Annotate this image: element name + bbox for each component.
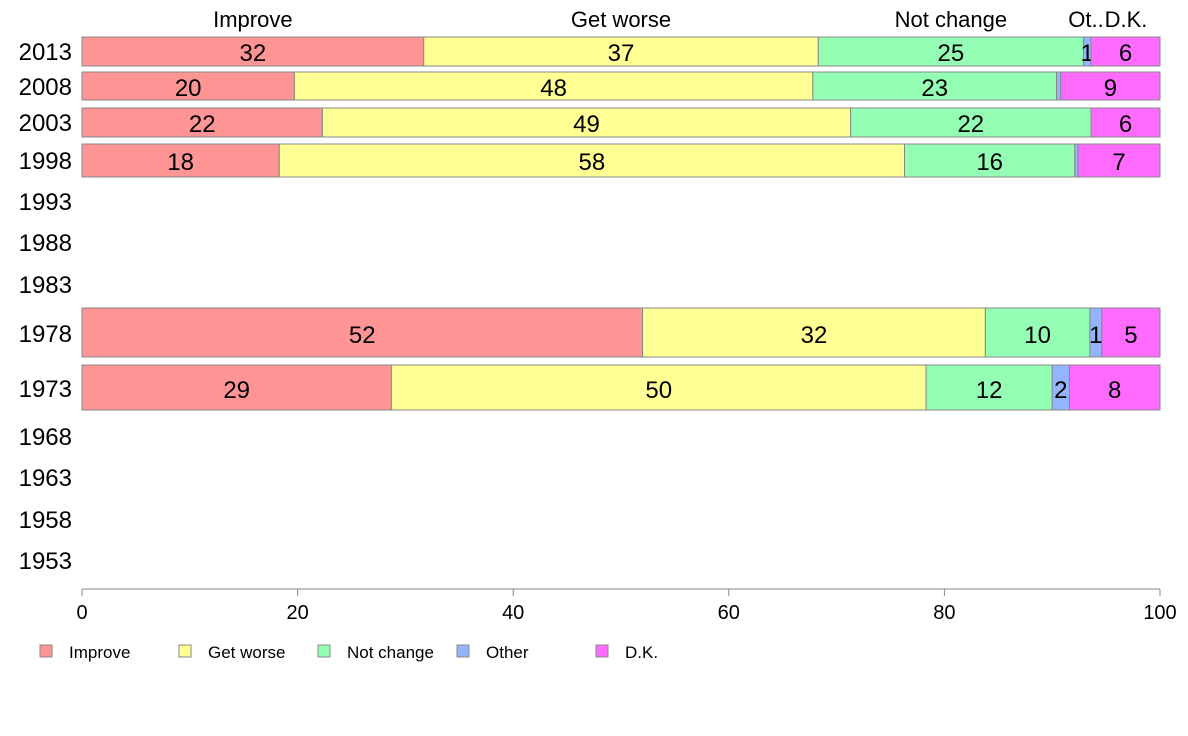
data-label-1998-improve: 18 — [167, 149, 194, 176]
data-label-1978-get-worse: 32 — [801, 322, 828, 349]
bar-2003-d-k- — [1090, 107, 1161, 138]
top-category-labels: Improve Get worse Not change Ot.. D.K. — [213, 7, 1147, 32]
data-label-1973-get-worse: 50 — [645, 377, 672, 404]
data-label-2013-d-k-: 6 — [1119, 40, 1132, 67]
top-label-2: Not change — [895, 7, 1008, 32]
data-label-1978-d-k-: 5 — [1124, 322, 1137, 349]
year-label-1958: 1958 — [19, 507, 72, 534]
legend-swatch-get-worse — [178, 644, 192, 658]
data-label-2003-get-worse: 49 — [573, 111, 600, 138]
data-label-1998-d-k-: 7 — [1112, 149, 1125, 176]
x-tick-label-100: 100 — [1143, 602, 1176, 624]
year-label-1988: 1988 — [19, 230, 72, 257]
bar-2013-improve — [81, 36, 425, 67]
x-tick-label-0: 0 — [76, 602, 87, 624]
data-label-2008-d-k-: 9 — [1104, 75, 1117, 102]
bar-1978-d-k- — [1101, 307, 1161, 358]
bars-group: 32 37 25 1 620 48 23 922 49 22 618 58 16 752 32 10 1 529 5… — [81, 36, 1161, 411]
legend-swatch-improve — [39, 644, 53, 658]
data-label-2013-get-worse: 37 — [608, 40, 635, 67]
data-label-1978-not-change: 10 — [1024, 322, 1051, 349]
data-label-1998-get-worse: 58 — [579, 149, 606, 176]
data-label-2003-not-change: 22 — [957, 111, 984, 138]
data-label-1978-improve: 52 — [349, 322, 376, 349]
bar-1978-improve — [81, 307, 644, 358]
data-label-2013-improve: 32 — [240, 40, 267, 67]
bar-2008-other — [1056, 71, 1062, 101]
year-label-2003: 2003 — [19, 110, 72, 137]
x-tick-label-40: 40 — [502, 602, 524, 624]
legend-swatch-not-change — [317, 644, 331, 658]
bar-1973-d-k- — [1068, 364, 1161, 411]
data-label-2003-d-k-: 6 — [1119, 111, 1132, 138]
legend-label-improve: Improve — [69, 643, 130, 662]
top-label-1: Get worse — [571, 7, 671, 32]
bar-1998-d-k- — [1077, 143, 1161, 178]
legend-label-d-k-: D.K. — [625, 643, 658, 662]
legend-swatch-other — [456, 644, 470, 658]
legend-label-not-change: Not change — [347, 643, 434, 662]
top-label-0: Improve — [213, 7, 292, 32]
data-label-2008-not-change: 23 — [921, 75, 948, 102]
year-label-1968: 1968 — [19, 424, 72, 451]
bar-1973-not-change — [925, 364, 1053, 411]
bar-2013-get-worse — [423, 36, 819, 67]
bar-1998-not-change — [904, 143, 1076, 178]
x-axis: 0 20 40 60 80 100 — [76, 588, 1177, 624]
top-label-3: Ot.. — [1068, 7, 1103, 32]
year-label-1978: 1978 — [19, 321, 72, 348]
top-label-4: D.K. — [1105, 7, 1148, 32]
bar-1998-improve — [81, 143, 280, 178]
legend-swatch-d-k- — [595, 644, 609, 658]
year-label-1983: 1983 — [19, 272, 72, 299]
data-label-2008-improve: 20 — [175, 75, 202, 102]
data-label-2003-improve: 22 — [189, 111, 216, 138]
year-label-2008: 2008 — [19, 74, 72, 101]
bar-2008-improve — [81, 71, 295, 101]
year-label-1973: 1973 — [19, 376, 72, 403]
data-label-1998-not-change: 16 — [976, 149, 1003, 176]
bar-2003-improve — [81, 107, 323, 138]
data-label-1973-other: 2 — [1054, 377, 1067, 404]
legend: Improve Get worse Not change Other D.K. — [39, 643, 658, 662]
data-label-1978-other: 1 — [1089, 322, 1102, 349]
bar-1978-not-change — [984, 307, 1091, 358]
data-label-1973-not-change: 12 — [976, 377, 1003, 404]
bar-2008-d-k- — [1060, 71, 1161, 101]
legend-label-other: Other — [486, 643, 529, 662]
data-label-1973-d-k-: 8 — [1108, 377, 1121, 404]
year-label-2013: 2013 — [19, 39, 72, 66]
year-axis-labels: 2013 2008 2003 1998 1993 1988 1983 1978 1973 1968… — [19, 39, 72, 575]
bar-1973-improve — [81, 364, 392, 411]
year-label-1993: 1993 — [19, 189, 72, 216]
bar-2008-not-change — [812, 71, 1058, 101]
data-label-2013-not-change: 25 — [938, 40, 965, 67]
bar-2013-not-change — [817, 36, 1084, 67]
year-label-1953: 1953 — [19, 548, 72, 575]
bar-1998-get-worse — [278, 143, 906, 178]
bar-2008-get-worse — [293, 71, 814, 101]
bar-2003-not-change — [850, 107, 1092, 138]
legend-label-get-worse: Get worse — [208, 643, 285, 662]
year-label-1963: 1963 — [19, 465, 72, 492]
year-label-1998: 1998 — [19, 148, 72, 175]
x-tick-label-20: 20 — [286, 602, 308, 624]
data-label-2008-get-worse: 48 — [540, 75, 567, 102]
bar-2013-d-k- — [1090, 36, 1161, 67]
bar-1978-get-worse — [642, 307, 986, 358]
x-tick-label-80: 80 — [933, 602, 955, 624]
bar-1973-get-worse — [390, 364, 927, 411]
x-tick-label-60: 60 — [718, 602, 740, 624]
data-label-1973-improve: 29 — [223, 377, 250, 404]
